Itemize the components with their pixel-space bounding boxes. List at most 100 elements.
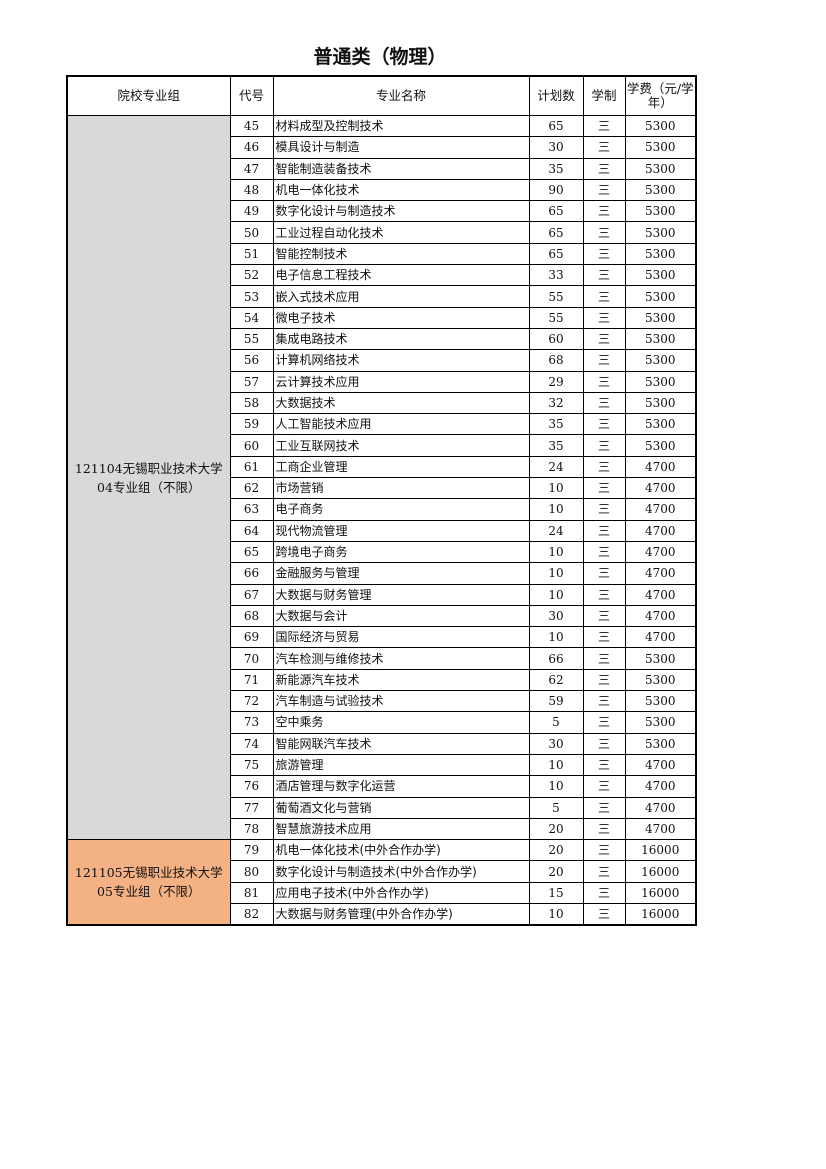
code-cell: 69 — [229, 626, 274, 649]
plan-cell: 10 — [528, 583, 584, 606]
years-cell: 三 — [582, 178, 626, 202]
code-cell: 79 — [229, 839, 274, 862]
name-cell: 市场营销 — [272, 477, 530, 500]
plan-cell: 5 — [528, 711, 584, 734]
header-plan: 计划数 — [528, 75, 584, 116]
fee-cell: 5300 — [624, 221, 697, 244]
code-cell: 73 — [229, 711, 274, 734]
years-cell: 三 — [582, 264, 626, 287]
years-cell: 三 — [582, 519, 626, 542]
name-cell: 嵌入式技术应用 — [272, 285, 530, 308]
plan-cell: 10 — [528, 626, 584, 649]
header-code: 代号 — [229, 75, 274, 116]
header-years: 学制 — [582, 75, 626, 116]
name-cell: 汽车检测与维修技术 — [272, 647, 530, 670]
name-cell: 集成电路技术 — [272, 327, 530, 351]
code-cell: 47 — [229, 157, 274, 180]
years-cell: 三 — [582, 647, 626, 670]
name-cell: 微电子技术 — [272, 306, 530, 329]
plan-cell: 65 — [528, 114, 584, 138]
name-cell: 跨境电子商务 — [272, 540, 530, 564]
name-cell: 空中乘务 — [272, 711, 530, 734]
code-cell: 80 — [229, 860, 274, 883]
name-cell: 酒店管理与数字化运营 — [272, 775, 530, 798]
name-cell: 旅游管理 — [272, 753, 530, 777]
fee-cell: 16000 — [624, 881, 697, 904]
plan-cell: 29 — [528, 370, 584, 393]
plan-cell: 59 — [528, 690, 584, 713]
table-row: 53 嵌入式技术应用 55 三 5300 — [67, 285, 697, 308]
code-cell: 82 — [229, 902, 274, 926]
code-cell: 46 — [229, 136, 274, 159]
years-cell: 三 — [582, 540, 626, 564]
years-cell: 三 — [582, 881, 626, 904]
plan-cell: 10 — [528, 540, 584, 564]
plan-cell: 65 — [528, 242, 584, 266]
table-row: 65 跨境电子商务 10 三 4700 — [67, 540, 697, 564]
table-row: 56 计算机网络技术 68 三 5300 — [67, 349, 697, 372]
table-header: 院校专业组 代号 专业名称 计划数 学制 学费（元/学年） — [66, 75, 697, 116]
name-cell: 汽车制造与试验技术 — [272, 690, 530, 713]
plan-cell: 65 — [528, 221, 584, 244]
code-cell: 58 — [229, 391, 274, 415]
code-cell: 76 — [229, 775, 274, 798]
code-cell: 50 — [229, 221, 274, 244]
name-cell: 机电一体化技术(中外合作办学) — [272, 839, 530, 862]
years-cell: 三 — [582, 626, 626, 649]
fee-cell: 4700 — [624, 498, 697, 521]
name-cell: 工商企业管理 — [272, 455, 530, 479]
code-cell: 59 — [229, 413, 274, 436]
name-cell: 云计算技术应用 — [272, 370, 530, 393]
years-cell: 三 — [582, 817, 626, 841]
code-cell: 70 — [229, 647, 274, 670]
plan-cell: 20 — [528, 860, 584, 883]
fee-cell: 5300 — [624, 242, 697, 266]
years-cell: 三 — [582, 434, 626, 457]
fee-cell: 5300 — [624, 285, 697, 308]
code-cell: 52 — [229, 264, 274, 287]
years-cell: 三 — [582, 327, 626, 351]
table-row: 72 汽车制造与试验技术 59 三 5300 — [67, 690, 697, 713]
table-row: 60 工业互联网技术 35 三 5300 — [67, 434, 697, 457]
code-cell: 45 — [229, 114, 274, 138]
plan-cell: 30 — [528, 604, 584, 628]
table-row: 121105无锡职业技术大学 05专业组（不限） 79 机电一体化技术(中外合作办学)… — [66, 839, 697, 926]
table-row: 50 工业过程自动化技术 65 三 5300 — [67, 221, 697, 244]
table-row: 49 数字化设计与制造技术 65 三 5300 — [67, 200, 697, 223]
years-cell: 三 — [582, 136, 626, 159]
name-cell: 葡萄酒文化与营销 — [272, 796, 530, 819]
fee-cell: 4700 — [624, 562, 697, 585]
years-cell: 三 — [582, 583, 626, 606]
years-cell: 三 — [582, 349, 626, 372]
plan-cell: 20 — [528, 817, 584, 841]
plan-cell: 10 — [528, 753, 584, 777]
plan-cell: 65 — [528, 200, 584, 223]
table-row: 74 智能网联汽车技术 30 三 5300 — [67, 732, 697, 755]
plan-cell: 30 — [528, 136, 584, 159]
page-title: 普通类（物理） — [313, 46, 447, 68]
fee-cell: 5300 — [624, 413, 697, 436]
fee-cell: 4700 — [624, 796, 697, 819]
name-cell: 国际经济与贸易 — [272, 626, 530, 649]
code-cell: 62 — [229, 477, 274, 500]
group-cell: 121104无锡职业技术大学 04专业组（不限） — [66, 114, 231, 841]
years-cell: 三 — [582, 413, 626, 436]
table-row: 61 工商企业管理 24 三 4700 — [67, 455, 697, 479]
table-row: 68 大数据与会计 30 三 4700 — [67, 604, 697, 628]
code-cell: 48 — [229, 178, 274, 202]
name-cell: 电子信息工程技术 — [272, 264, 530, 287]
table-row: 82 大数据与财务管理(中外合作办学) 10 三 16000 — [67, 902, 697, 926]
years-cell: 三 — [582, 221, 626, 244]
years-cell: 三 — [582, 242, 626, 266]
table-row: 71 新能源汽车技术 62 三 5300 — [67, 668, 697, 692]
years-cell: 三 — [582, 114, 626, 138]
years-cell: 三 — [582, 860, 626, 883]
years-cell: 三 — [582, 753, 626, 777]
table-row: 64 现代物流管理 24 三 4700 — [67, 519, 697, 542]
table-row: 57 云计算技术应用 29 三 5300 — [67, 370, 697, 393]
table-row: 73 空中乘务 5 三 5300 — [67, 711, 697, 734]
name-cell: 大数据技术 — [272, 391, 530, 415]
code-cell: 66 — [229, 562, 274, 585]
years-cell: 三 — [582, 498, 626, 521]
fee-cell: 4700 — [624, 455, 697, 479]
